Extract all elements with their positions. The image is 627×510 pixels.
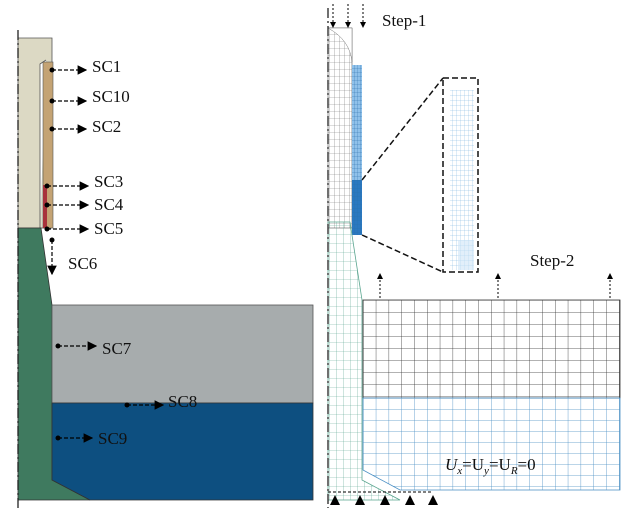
zoom-line (362, 78, 443, 180)
label: SC5 (94, 219, 123, 238)
label: SC8 (168, 392, 197, 411)
diagram: SC1 SC10 SC2 SC3 SC4 SC5 SC6 SC7 SC8 SC9… (0, 0, 627, 510)
label: SC3 (94, 172, 123, 191)
upper-mesh (328, 28, 352, 228)
label: SC10 (92, 87, 130, 106)
label: SC1 (92, 57, 121, 76)
strip-bottom-grid (352, 180, 362, 235)
label: SC9 (98, 429, 127, 448)
left-model (18, 30, 313, 508)
label: SC7 (102, 339, 132, 358)
label: SC6 (68, 254, 97, 273)
zoom-shade (458, 240, 474, 270)
black-mesh (363, 300, 620, 398)
gray-block (52, 305, 313, 403)
strip-top-grid (352, 65, 362, 180)
bc-part: =U (489, 455, 511, 474)
right-mesh: Step-1 Step-2 Ux=Uy=UR=0 (328, 4, 620, 508)
bc-part: =U (462, 455, 484, 474)
label: SC4 (94, 195, 124, 214)
label: SC2 (92, 117, 121, 136)
blue-block (52, 403, 313, 500)
blue-mesh (363, 398, 620, 490)
step-label: Step-1 (382, 11, 426, 30)
zoom-line (362, 235, 443, 272)
bc-part: =0 (518, 455, 536, 474)
step-label: Step-2 (530, 251, 574, 270)
